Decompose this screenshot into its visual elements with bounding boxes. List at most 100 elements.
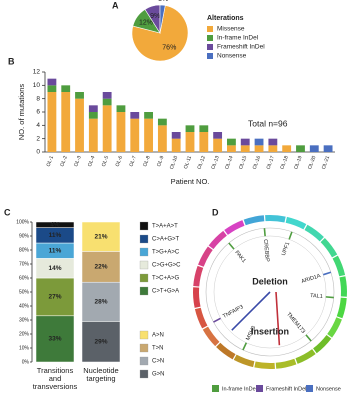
bar-segment: [102, 92, 112, 99]
x-tick-label: OL-16: [252, 155, 262, 170]
pie-label: 76%: [162, 45, 176, 52]
x-tick-label: OL-2: [59, 155, 69, 168]
pie-label: 3%: [158, 0, 168, 3]
bar-segment: [323, 145, 333, 152]
legend-label: Nonsense: [316, 386, 341, 392]
bar-segment: [47, 78, 57, 86]
chromosome-arc: [194, 307, 208, 329]
chromosome-arc: [216, 342, 236, 360]
y-tick-label: 2: [36, 135, 40, 142]
panel-label: D: [212, 207, 219, 217]
bar-segment: [47, 92, 57, 152]
legend-label: Frameshift InDel: [266, 386, 306, 392]
x-tick-label: Nucleotide: [83, 366, 118, 375]
y-tick-label: 10: [33, 82, 41, 89]
x-tick-label: OL-17: [266, 155, 276, 170]
legend-swatch: [139, 369, 149, 379]
legend-label: Nonsense: [217, 53, 247, 60]
y-tick-label: 8: [36, 95, 40, 102]
x-tick-label: targeting: [86, 374, 115, 383]
y-tick-label: 90%: [19, 233, 30, 239]
y-tick-label: 30%: [19, 317, 30, 323]
bar-segment: [227, 138, 236, 146]
gene-label: TAL1: [310, 293, 323, 300]
inner-ring: [205, 227, 335, 357]
x-tick-label: OL-21: [321, 155, 331, 170]
legend-swatch: [207, 26, 213, 32]
bar-segment: [102, 105, 112, 152]
bar-segment: [81, 281, 121, 322]
bar-segment: [309, 145, 319, 152]
bar-segment: [282, 145, 292, 152]
bar-segment: [185, 132, 195, 152]
bar-segment: [185, 125, 195, 132]
segment-label: 11%: [49, 232, 62, 239]
x-tick-label: OL-15: [238, 155, 248, 170]
chromosome-arc: [339, 276, 347, 297]
chromosome-arc: [233, 354, 255, 368]
bar-segment: [88, 112, 98, 119]
segment-label: 22%: [94, 264, 107, 271]
chromosome-arc: [254, 361, 275, 369]
bar-segment: [130, 118, 140, 152]
segment-label: 14%: [48, 265, 61, 272]
x-tick-label: OL-11: [183, 155, 193, 170]
x-tick-label: OL-1: [46, 155, 56, 168]
segment-label: 21%: [94, 233, 107, 240]
annotation: Total n=96: [248, 118, 288, 128]
legend-swatch: [139, 234, 149, 244]
bar-segment: [88, 105, 98, 112]
y-tick-label: 0%: [22, 359, 30, 365]
bar-segment: [144, 118, 153, 152]
bar-segment: [240, 138, 250, 146]
panel-label: C: [4, 207, 11, 217]
bar-segment: [254, 145, 264, 152]
pie-slice: [159, 4, 166, 34]
gene-tick: [263, 228, 266, 237]
gene-tick: [288, 231, 293, 240]
y-tick-label: 60%: [19, 275, 30, 281]
bar-segment: [81, 321, 121, 363]
legend-swatch: [139, 221, 149, 231]
bar-segment: [199, 125, 209, 132]
gene-tick: [213, 317, 221, 323]
panel-label: B: [8, 56, 15, 66]
x-tick-label: OL-20: [307, 155, 317, 170]
y-tick-label: 50%: [19, 289, 30, 295]
bar-segment: [268, 145, 278, 152]
bar-segment: [240, 145, 250, 152]
segment-label: 29%: [94, 338, 107, 345]
bar-segment: [254, 138, 264, 146]
chromosome-arc: [243, 215, 265, 226]
x-axis-label: Patient NO.: [171, 177, 210, 186]
x-tick-label: OL-9: [156, 155, 166, 168]
bar-segment: [81, 251, 121, 283]
bar-segment: [268, 138, 278, 146]
gene-tick: [228, 242, 235, 250]
chromosome-arc: [313, 334, 332, 354]
x-tick-label: OL-5: [101, 155, 111, 168]
bar-segment: [171, 138, 181, 152]
bar-segment: [157, 125, 167, 152]
chromosome-arc: [265, 215, 286, 223]
segment-label: 28%: [94, 299, 107, 306]
bar-segment: [157, 118, 167, 126]
legend-swatch: [139, 273, 149, 283]
legend-swatch: [207, 35, 213, 41]
legend-label: A>N: [152, 333, 164, 339]
legend-swatch: [306, 385, 313, 392]
chromosome-arc: [224, 220, 245, 235]
chromosome-arc: [202, 326, 220, 347]
bar-segment: [171, 132, 181, 139]
bar-segment: [116, 105, 126, 112]
legend-swatch: [256, 385, 263, 392]
bar-segment: [296, 145, 305, 152]
x-tick-label: OL-14: [224, 155, 234, 170]
panel-label: A: [112, 0, 119, 10]
bar-segment: [227, 145, 236, 152]
insertion-link: [275, 291, 281, 346]
legend-swatch: [212, 385, 219, 392]
x-tick-label: OL-6: [115, 155, 125, 168]
